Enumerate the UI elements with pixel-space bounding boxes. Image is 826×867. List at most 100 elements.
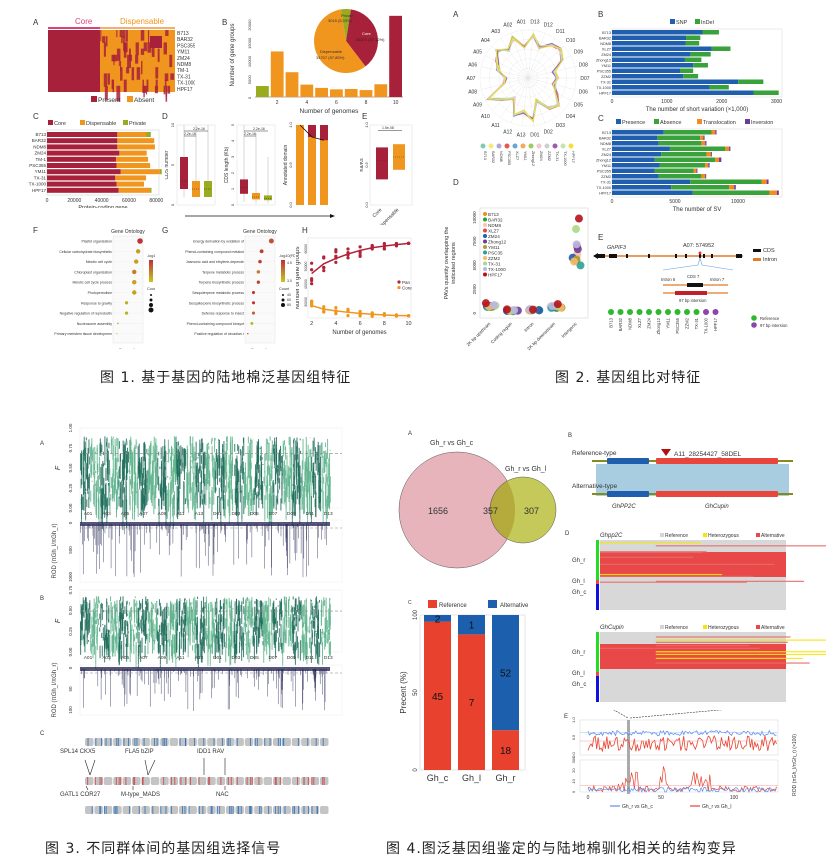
fst-point [200, 480, 202, 494]
fig4-caption: 图 4.图泛基因组鉴定的与陆地棉驯化相关的结构变异 [386, 841, 737, 857]
fst-point [230, 627, 232, 645]
fst-point [293, 438, 295, 441]
deletion-marker [661, 449, 671, 456]
fst-point [280, 598, 282, 617]
selection-mark [182, 806, 184, 814]
bar-segment [710, 152, 712, 157]
fst-point [227, 643, 229, 657]
fst-point [251, 493, 253, 505]
fst-point [118, 496, 120, 507]
gene-exon [685, 254, 687, 258]
fst-point [216, 449, 218, 462]
fst-point [255, 492, 257, 516]
selection-mark [259, 806, 261, 814]
fst-point [125, 450, 127, 478]
fst-point [318, 479, 320, 509]
gene-label: FLA5 bZIP [125, 749, 154, 755]
fst-point [211, 633, 213, 648]
fst-point [155, 438, 157, 462]
chromosome-label: D01 [530, 133, 539, 139]
sample-dot [712, 309, 719, 315]
fst-point [152, 471, 154, 495]
fst-point [177, 449, 179, 477]
fst-point [178, 473, 180, 504]
fst-point [101, 444, 103, 453]
fst-point [294, 490, 296, 517]
heat-cell [141, 61, 143, 75]
bar [374, 84, 388, 97]
fst-point [86, 499, 88, 507]
fst-point [214, 461, 216, 480]
gene-exon [648, 254, 650, 258]
fst-point [93, 640, 95, 655]
fst-point [202, 622, 204, 628]
fst-point [220, 633, 222, 643]
fst-point [311, 633, 313, 645]
fst-point [224, 597, 226, 610]
fst-point [215, 619, 217, 623]
fst-point [100, 603, 102, 622]
selection-mark [240, 806, 242, 814]
fst-point [140, 603, 142, 610]
fst-point [301, 640, 303, 654]
chromosome-block [235, 777, 244, 785]
fst-point [248, 643, 250, 663]
fst-point [159, 466, 161, 469]
fst-point [227, 481, 229, 489]
legend-swatch [703, 625, 707, 629]
fst-point [267, 439, 269, 445]
fdr-colorbar [281, 260, 285, 282]
fst-point [277, 478, 279, 505]
x-tick: 1000 [661, 99, 672, 105]
heat-cell [111, 54, 115, 62]
zoom-lines [662, 256, 734, 271]
heat-row [655, 636, 791, 638]
y-tick: 100 [68, 706, 73, 714]
legend-swatch [756, 533, 760, 537]
fst-point [148, 460, 150, 491]
fst-point [173, 436, 175, 448]
fst-point [186, 600, 188, 616]
fst-point [270, 465, 272, 473]
sample-dot [608, 309, 614, 315]
fst-point [200, 449, 202, 453]
y-tick: 1 [230, 187, 235, 190]
selection-mark [260, 806, 262, 814]
fst-point [202, 442, 204, 453]
fdr-colorbar [149, 260, 153, 282]
zoom-line [613, 710, 629, 719]
zoom-cds [687, 283, 703, 287]
heatmap-gene: Ghpp2C [600, 533, 623, 539]
fst-point [192, 436, 194, 464]
go-dot [251, 311, 256, 315]
fst-point [262, 614, 264, 636]
fst-point [97, 475, 99, 492]
fst-point [151, 614, 153, 639]
fst-point [168, 639, 170, 661]
fst-point [214, 601, 216, 616]
bar-segment [612, 52, 691, 57]
fst-point [82, 449, 84, 478]
heat-cell [155, 67, 159, 79]
fst-point [209, 644, 211, 667]
legend-label: TX-31 [555, 151, 559, 161]
fst-point [93, 630, 95, 636]
fst-point [82, 604, 84, 614]
fst-point [136, 482, 138, 509]
gene-exon [675, 254, 677, 258]
fst-point [283, 443, 285, 457]
selection-mark [269, 738, 271, 746]
fst-point [197, 596, 199, 600]
bar-segment [47, 144, 118, 150]
heat-cell [143, 42, 147, 52]
fst-point [293, 475, 295, 490]
fst-point [265, 438, 267, 461]
fst-point [207, 627, 209, 652]
sample-dot [627, 309, 633, 315]
point-pan [310, 282, 314, 286]
fst-point [251, 597, 253, 611]
plot-frame [79, 664, 343, 716]
fst-point [143, 467, 145, 486]
fst-point [93, 472, 95, 478]
